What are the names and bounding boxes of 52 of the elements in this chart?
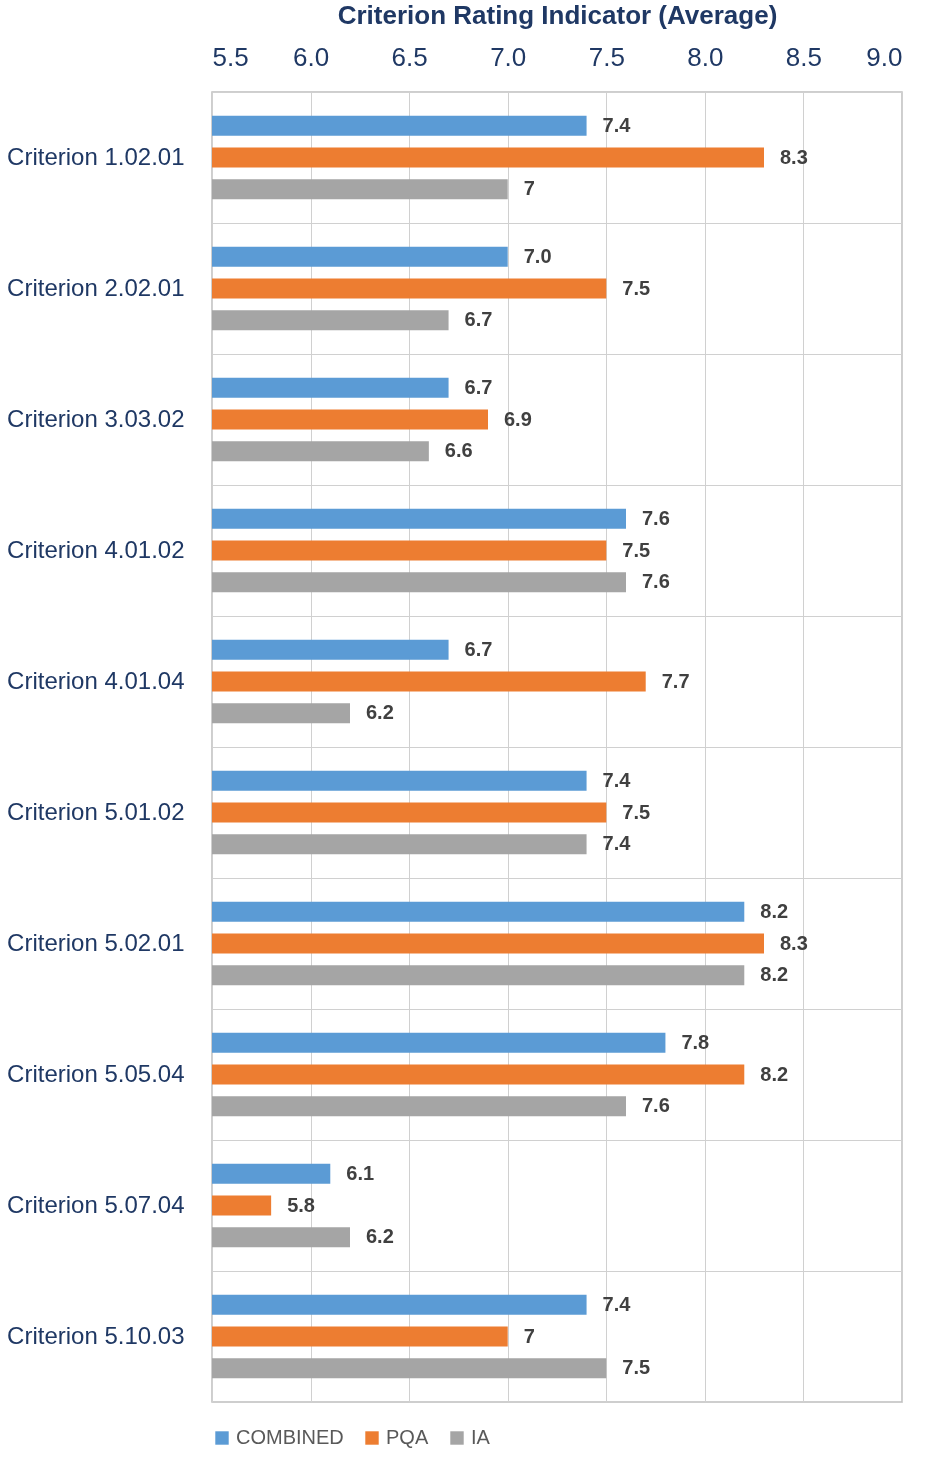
data-label: 7.5 [622,1356,651,1379]
data-label: 7.6 [642,506,670,529]
data-label: 8.2 [760,899,789,922]
y-tick-label: Criterion 5.10.03 [7,1321,185,1349]
y-tick-label: Criterion 5.07.04 [7,1190,185,1218]
data-label: 6.6 [444,439,473,462]
y-tick-label: Criterion 3.03.02 [7,404,185,432]
data-label: 6.7 [464,637,493,660]
y-tick-label: Criterion 5.02.01 [7,928,185,956]
y-tick-label: Criterion 4.01.02 [7,535,185,563]
data-label: 7.4 [602,1292,632,1315]
data-label: 7.0 [523,244,552,267]
y-tick-label: Criterion 5.05.04 [7,1059,185,1087]
data-label: 8.2 [760,963,789,986]
data-label: 6.7 [464,375,493,398]
legend-label: COMBINED [236,1426,344,1448]
data-label: 7.4 [602,832,632,855]
data-label: 8.3 [780,931,808,954]
data-label: 7.5 [622,800,651,823]
data-label: 6.2 [366,701,394,724]
y-tick-label: Criterion 5.01.02 [7,797,185,825]
legend-label: IA [471,1426,491,1448]
data-label: 7.6 [642,1094,670,1117]
x-tick-label: 7.5 [588,41,625,72]
x-axis-title: Criterion Rating Indicator (Average) [337,0,778,30]
data-label: 6.9 [504,407,532,430]
data-label: 8.2 [760,1062,789,1085]
y-tick-label: Criterion 2.02.01 [7,273,185,301]
data-label: 6.1 [346,1161,375,1184]
data-label: 7.4 [602,113,632,136]
data-label: 7 [523,1324,535,1347]
y-tick-label: Criterion 1.02.01 [7,142,185,170]
legend-label: PQA [386,1426,429,1448]
data-label: 7 [523,177,535,200]
x-tick-label: 7.0 [490,41,527,72]
data-label: 6.2 [366,1225,394,1248]
data-label: 7.7 [661,669,690,692]
x-tick-label: 8.5 [785,41,823,72]
data-label: 7.4 [602,768,632,791]
data-label: 7.6 [642,570,670,593]
x-tick-label: 6.0 [292,41,330,72]
data-label: 6.7 [464,308,493,331]
x-tick-label: 8.0 [687,41,724,72]
data-label: 8.3 [780,145,808,168]
x-tick-label: 6.5 [391,41,428,72]
y-tick-label: Criterion 4.01.04 [7,666,185,694]
data-label: 7.5 [622,538,651,561]
data-label: 7.5 [622,276,651,299]
data-label: 5.8 [287,1193,315,1216]
x-tick-label: 9.0 [866,41,903,72]
x-tick-label: 5.5 [212,41,249,72]
data-label: 7.8 [681,1030,710,1053]
